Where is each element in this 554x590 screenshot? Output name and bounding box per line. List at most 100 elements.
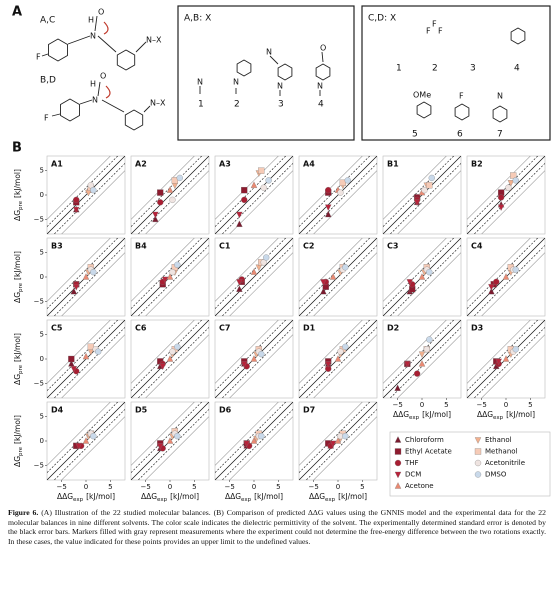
reference-line (215, 238, 287, 309)
point (250, 181, 258, 188)
point (152, 215, 159, 223)
reference-line (467, 238, 531, 302)
reference-line (383, 320, 455, 391)
axis-label-main: ΔΔG (225, 492, 241, 501)
panel-label: B1 (387, 160, 399, 169)
legend-marker (474, 471, 482, 478)
point (344, 177, 351, 184)
reference-line (215, 156, 287, 227)
panel-label: D3 (471, 324, 483, 333)
figure: A A,C B,D F N O H N–X F N O H N–X A,B: X… (12, 5, 551, 503)
panel-label: A2 (135, 160, 147, 169)
y-tick-label: −5 (34, 461, 44, 469)
point (70, 366, 78, 373)
y-tick-label: 5 (40, 167, 44, 175)
axis-label: ΔΔGexp [kJ/mol] (141, 492, 199, 503)
reference-line (389, 245, 461, 316)
point (512, 346, 519, 353)
reference-line (145, 252, 209, 316)
panel-label: C4 (471, 242, 483, 251)
ring (124, 109, 144, 131)
reference-line (221, 327, 293, 398)
point (75, 443, 82, 450)
point (418, 273, 426, 280)
point (334, 355, 342, 362)
y-tick-label: 5 (40, 249, 44, 257)
point (495, 358, 502, 366)
y-tick-label: −5 (34, 215, 44, 223)
point (329, 273, 337, 280)
reference-line (47, 156, 119, 227)
axis-label-main: ΔΔG (57, 492, 73, 501)
point (423, 346, 431, 353)
axis-label-sub: pre (18, 200, 24, 210)
reference-line (473, 327, 545, 398)
x-tick-label: −5 (56, 483, 66, 491)
point (258, 167, 265, 174)
point (426, 268, 433, 276)
point (502, 273, 510, 280)
atom-label: N–X (150, 99, 166, 108)
panel (47, 320, 125, 398)
reference-line (383, 320, 447, 384)
atom-label: F (438, 27, 443, 36)
point (236, 220, 243, 227)
atom-label: F (36, 53, 41, 62)
atom-label: N (90, 32, 96, 41)
point (176, 174, 183, 182)
point (260, 184, 267, 191)
point (95, 348, 102, 355)
point (342, 432, 349, 440)
reference-line (467, 238, 539, 309)
point (166, 273, 174, 280)
point (418, 351, 426, 358)
panel (131, 320, 209, 398)
axis-label-unit: [kJ/mol] (86, 492, 115, 501)
reference-line (229, 416, 293, 480)
ring (116, 49, 136, 71)
structure-number: 4 (514, 64, 520, 74)
point (497, 204, 505, 211)
atom-label: O (320, 44, 326, 53)
legend-label: Ethanol (485, 436, 512, 444)
atom-label: N (92, 96, 98, 105)
axis-label: ΔGpre [kJ/mol] (13, 415, 24, 467)
x-tick-label: −5 (476, 401, 486, 409)
reference-line (215, 238, 293, 316)
reference-line (481, 252, 545, 316)
point (337, 348, 344, 355)
legend-marker (394, 471, 402, 479)
box (177, 5, 355, 141)
atom-label: N (197, 78, 203, 87)
axis-label-sub: exp (409, 415, 420, 421)
x-tick-label: 5 (528, 401, 532, 409)
reference-line (145, 334, 209, 398)
panel (47, 402, 125, 480)
reference-line (299, 156, 371, 227)
panel (383, 156, 461, 234)
legend-box (389, 431, 551, 497)
point (342, 264, 349, 271)
reference-line (383, 156, 447, 220)
panel (383, 320, 461, 398)
point (90, 186, 97, 194)
reference-line (137, 163, 209, 234)
axis-label-main: ΔG (13, 210, 22, 221)
reference-line (61, 416, 125, 480)
reference-line (145, 416, 209, 480)
reference-line (229, 334, 293, 398)
x-tick-label: −5 (308, 483, 318, 491)
ring (236, 59, 252, 77)
legend-label: THF (404, 459, 419, 467)
axis-label-sub: exp (493, 415, 504, 421)
box-title: C,D: X (368, 14, 396, 24)
point (169, 268, 176, 276)
part-label: A (12, 5, 22, 20)
structure-number: 3 (470, 64, 476, 74)
reference-line (47, 402, 111, 466)
point (159, 363, 166, 371)
legend-marker (474, 459, 482, 467)
axis-label-sub: pre (18, 364, 24, 374)
axis-label-unit: [kJ/mol] (170, 492, 199, 501)
point (426, 336, 433, 343)
